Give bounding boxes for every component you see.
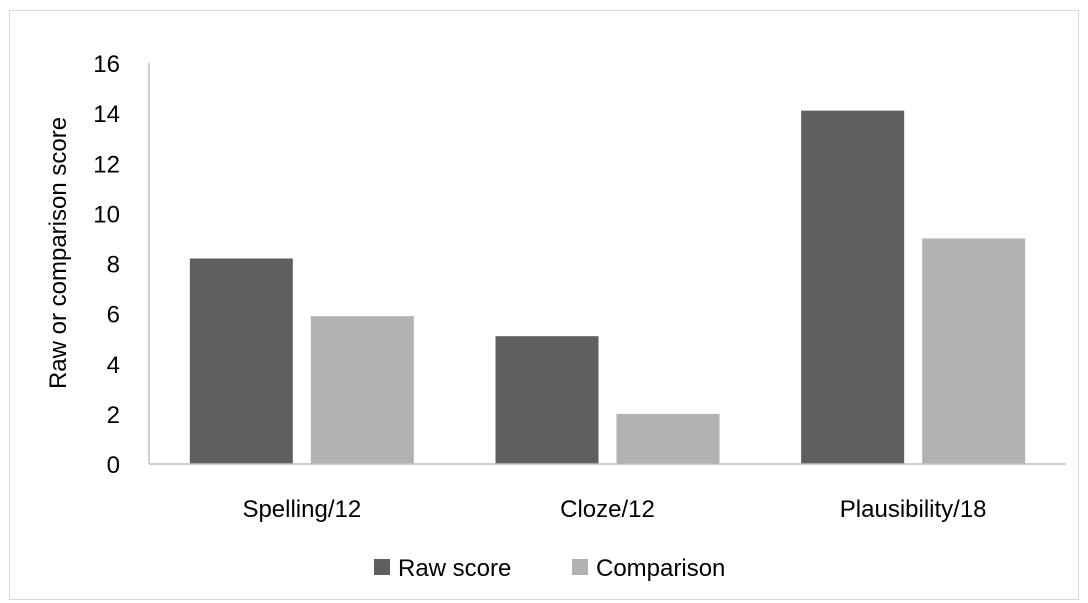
legend-label: Comparison [596, 555, 725, 582]
x-category-label: Cloze/12 [560, 496, 655, 523]
chart-frame: Raw or comparison score 0 2 4 6 8 10 12 14 16 Sp… [9, 10, 1079, 600]
bar-raw-score [189, 258, 293, 464]
y-tick-label: 6 [107, 302, 120, 329]
y-tick-label: 14 [93, 101, 120, 128]
bar-raw-score [801, 110, 905, 465]
y-tick-label: 4 [107, 352, 120, 379]
legend: Raw score Comparison [374, 555, 725, 582]
x-category-label: Spelling/12 [242, 496, 361, 523]
axes [148, 63, 1066, 465]
y-axis-title-group: Raw or comparison score [45, 117, 72, 389]
y-tick-label: 16 [93, 51, 120, 78]
y-tick-label: 10 [93, 201, 120, 228]
legend-label: Raw score [398, 555, 511, 582]
bar-comparison [310, 316, 414, 464]
bar-chart: Raw or comparison score 0 2 4 6 8 10 12 14 16 Sp… [45, 51, 1066, 582]
bar-comparison [922, 238, 1026, 464]
y-tick-label: 12 [93, 151, 120, 178]
category-labels: Spelling/12 Cloze/12 Plausibility/18 [242, 496, 986, 523]
legend-swatch [374, 559, 390, 575]
bars [189, 110, 1026, 465]
bar-raw-score [495, 336, 599, 464]
bar-comparison [616, 413, 720, 464]
y-tick-label: 2 [107, 402, 120, 429]
y-axis-ticks: 0 2 4 6 8 10 12 14 16 [93, 51, 120, 479]
y-tick-label: 8 [107, 252, 120, 279]
legend-swatch [572, 559, 588, 575]
x-category-label: Plausibility/18 [840, 496, 987, 523]
y-axis-title: Raw or comparison score [45, 117, 72, 389]
y-tick-label: 0 [107, 452, 120, 479]
